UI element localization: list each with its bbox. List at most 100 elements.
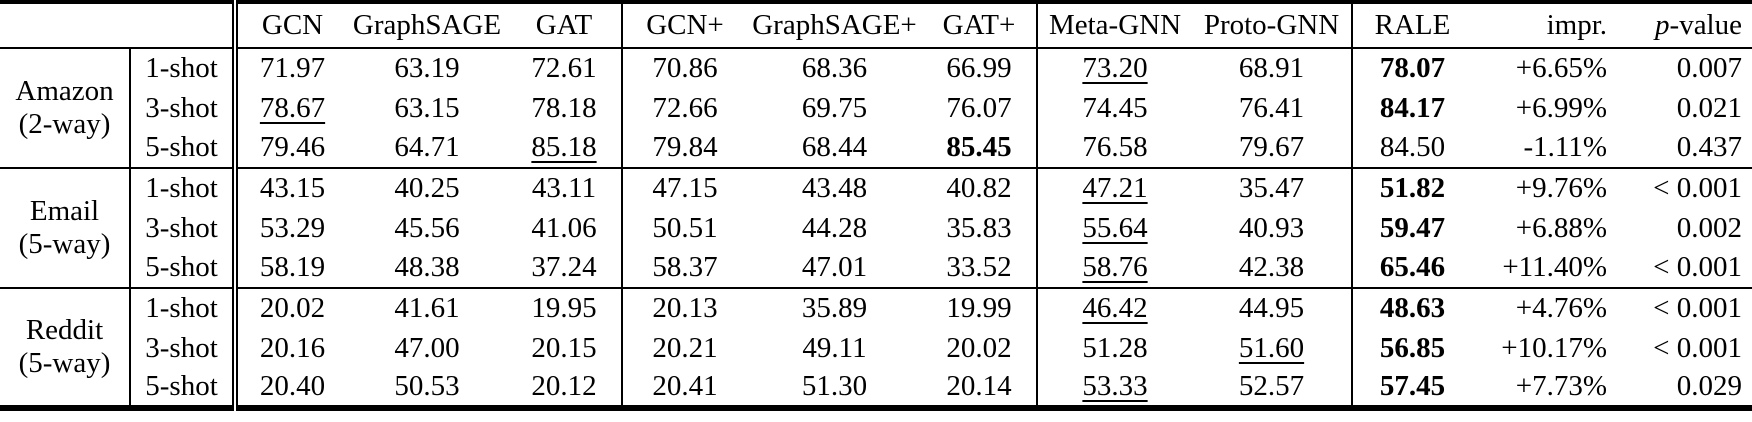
column-header-rest: -value — [1669, 9, 1742, 41]
cell-value: +4.76% — [1515, 292, 1607, 324]
value-cell: 58.76 — [1037, 248, 1192, 288]
cell-value: 50.53 — [394, 370, 460, 402]
cell-value: 42.38 — [1238, 251, 1305, 283]
cell-value: 20.14 — [946, 370, 1012, 402]
cell-value: 68.91 — [1238, 52, 1305, 84]
cell-value: 76.58 — [1082, 131, 1148, 163]
value-cell: -1.11% — [1472, 128, 1617, 168]
header-row: GCN GraphSAGE GAT GCN+ GraphSAGE+ GAT+ Meta-GN… — [0, 2, 1752, 48]
cell-value: 35.83 — [946, 211, 1012, 244]
value-cell: 48.63 — [1352, 288, 1472, 328]
cell-value: 51.28 — [1082, 331, 1148, 364]
value-cell: 85.18 — [507, 128, 623, 168]
cell-value: 0.437 — [1676, 131, 1742, 163]
value-cell: +11.40% — [1472, 248, 1617, 288]
value-cell: 53.29 — [235, 208, 347, 248]
value-cell: 58.19 — [235, 248, 347, 288]
value-cell: 79.46 — [235, 128, 347, 168]
value-cell: < 0.001 — [1617, 288, 1752, 328]
cell-value: 71.97 — [259, 52, 326, 84]
value-cell: 35.89 — [747, 288, 922, 328]
cell-value: 58.37 — [652, 251, 718, 283]
value-cell: 58.37 — [622, 248, 747, 288]
cell-value: 47.15 — [652, 172, 718, 204]
column-header: GCN+ — [646, 9, 724, 41]
cell-value: 76.41 — [1238, 91, 1305, 124]
value-cell: 52.57 — [1192, 368, 1353, 408]
cell-value: 20.02 — [946, 331, 1012, 364]
cell-value: 84.50 — [1379, 131, 1446, 163]
value-cell: 0.021 — [1617, 88, 1752, 128]
cell-value: 85.18 — [531, 131, 597, 163]
value-cell: 50.53 — [347, 368, 507, 408]
value-cell: 44.95 — [1192, 288, 1353, 328]
cell-value: 20.41 — [652, 370, 718, 402]
cell-value: 41.06 — [531, 211, 597, 244]
value-cell: 0.002 — [1617, 208, 1752, 248]
value-cell: 79.67 — [1192, 128, 1353, 168]
value-cell: 68.36 — [747, 48, 922, 88]
value-cell: 78.18 — [507, 88, 623, 128]
cell-value: 0.021 — [1676, 91, 1742, 124]
shot-label: 3-shot — [130, 208, 238, 248]
value-cell: 33.52 — [922, 248, 1038, 288]
cell-value: 68.44 — [801, 131, 868, 163]
shot-label: 3-shot — [130, 88, 238, 128]
shot-label: 1-shot — [130, 168, 238, 208]
cell-value: +7.73% — [1515, 370, 1607, 402]
cell-value: 53.29 — [259, 211, 326, 244]
shot-label: 3-shot — [130, 328, 238, 368]
value-cell: 66.99 — [922, 48, 1038, 88]
value-cell: 79.84 — [622, 128, 747, 168]
value-cell: 63.19 — [347, 48, 507, 88]
cell-value: 41.61 — [394, 292, 460, 324]
dataset-label: Reddit (5-way) — [0, 288, 131, 408]
dataset-name: Amazon — [15, 75, 114, 107]
column-header: GAT — [507, 2, 623, 48]
cell-value: 45.56 — [394, 211, 460, 244]
value-cell: 41.61 — [347, 288, 507, 328]
cell-value: 51.60 — [1238, 331, 1305, 364]
value-cell: 20.16 — [235, 328, 347, 368]
cell-value: 20.40 — [259, 370, 326, 402]
shot-label: 5-shot — [130, 248, 238, 288]
p-italic: p — [1655, 9, 1670, 41]
column-header: Meta-GNN — [1048, 9, 1182, 41]
value-cell: 47.00 — [347, 328, 507, 368]
cell-value: 49.11 — [802, 331, 867, 364]
shot-label: 5-shot — [130, 128, 238, 168]
cell-value: 35.47 — [1238, 172, 1305, 204]
cell-value: 20.15 — [531, 331, 597, 364]
shot-label: 1-shot — [130, 48, 238, 88]
cell-value: 47.21 — [1082, 172, 1148, 204]
cell-value: +6.99% — [1515, 91, 1607, 124]
value-cell: 76.07 — [922, 88, 1038, 128]
cell-value: 58.76 — [1082, 251, 1148, 283]
cell-value: 19.99 — [946, 292, 1012, 324]
value-cell: < 0.001 — [1617, 328, 1752, 368]
value-cell: 43.11 — [507, 168, 623, 208]
value-cell: 65.46 — [1352, 248, 1472, 288]
dataset-label: Email (5-way) — [0, 168, 131, 288]
dataset-group: Email (5-way) 1-shot 43.15 40.25 43.11 47.15 43… — [0, 168, 1752, 288]
value-cell: 72.66 — [622, 88, 747, 128]
table-row: 3-shot 78.67 63.15 78.18 72.66 69.75 76.07 74.4… — [0, 88, 1752, 128]
table-header: GCN GraphSAGE GAT GCN+ GraphSAGE+ GAT+ Meta-GN… — [0, 2, 1752, 48]
cell-value: 0.029 — [1676, 370, 1742, 402]
cell-value: 44.28 — [801, 211, 868, 244]
value-cell: 43.48 — [747, 168, 922, 208]
value-cell: 49.11 — [747, 328, 922, 368]
cell-value: < 0.001 — [1653, 172, 1742, 204]
cell-value: 40.25 — [394, 172, 460, 204]
table-row: 3-shot 20.16 47.00 20.15 20.21 49.11 20.02 51.2… — [0, 328, 1752, 368]
value-cell: 57.45 — [1352, 368, 1472, 408]
value-cell: 72.61 — [507, 48, 623, 88]
value-cell: 51.82 — [1352, 168, 1472, 208]
value-cell: 0.029 — [1617, 368, 1752, 408]
value-cell: 20.14 — [922, 368, 1038, 408]
value-cell: 51.30 — [747, 368, 922, 408]
cell-value: 68.36 — [801, 52, 868, 84]
value-cell: 42.38 — [1192, 248, 1353, 288]
value-cell: 45.56 — [347, 208, 507, 248]
value-cell: 48.38 — [347, 248, 507, 288]
